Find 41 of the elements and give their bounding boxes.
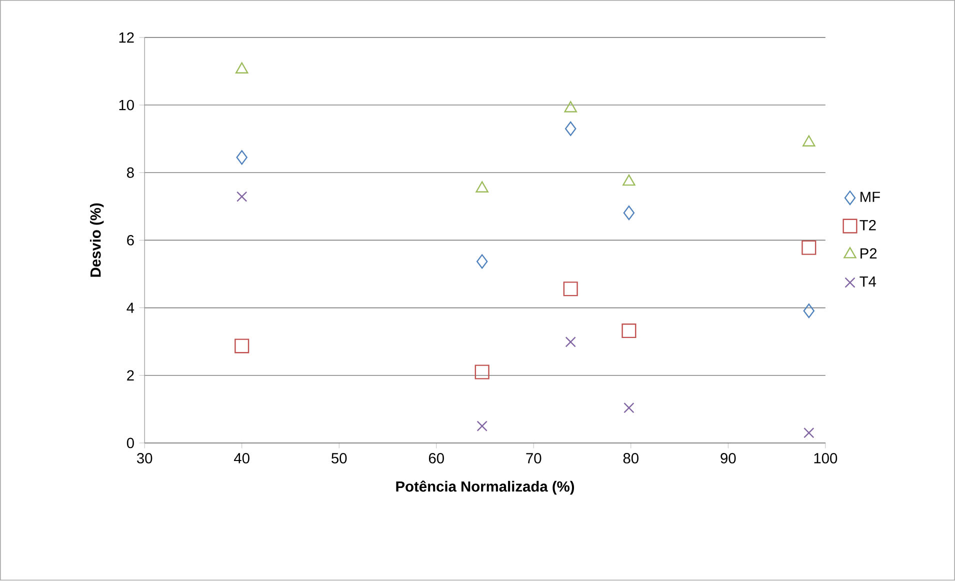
point	[622, 324, 636, 338]
y-tick-label: 2	[127, 370, 134, 381]
legend-label: MF	[860, 192, 880, 202]
point	[623, 206, 635, 220]
y-tick-label: 10	[119, 100, 134, 110]
point	[234, 338, 250, 354]
point	[622, 174, 636, 186]
y-axis-title: Desvio (%)	[90, 204, 104, 277]
x-tick-label: 40	[234, 453, 250, 464]
legend-label: P2	[860, 248, 877, 259]
point	[476, 181, 488, 193]
point	[804, 428, 814, 438]
y-tick-label: 6	[127, 235, 134, 246]
point	[563, 282, 578, 296]
point	[803, 304, 815, 318]
legend-label: T4	[860, 276, 876, 287]
x-tick-label: 50	[332, 453, 347, 464]
point	[474, 364, 490, 380]
y-tick-label: 0	[126, 438, 134, 448]
legend-label: T2	[860, 220, 876, 230]
x-tick-label: 100	[814, 453, 838, 464]
point	[564, 122, 576, 136]
point	[802, 240, 816, 256]
y-tick-label: 8	[126, 168, 134, 178]
point	[476, 254, 488, 270]
point	[624, 402, 634, 414]
point	[235, 62, 248, 74]
point	[236, 150, 248, 165]
x-tick-label: 80	[623, 453, 638, 464]
point	[476, 420, 488, 432]
point	[236, 192, 248, 202]
y-tick-label: 12	[119, 32, 134, 43]
x-tick-label: 90	[720, 453, 736, 464]
x-tick-label: 30	[136, 453, 152, 464]
x-axis-title: Potência Normalizada (%)	[396, 480, 574, 495]
x-tick-label: 60	[428, 453, 444, 464]
x-tick-label: 70	[526, 453, 542, 464]
y-tick-label: 4	[126, 302, 134, 314]
point	[565, 336, 576, 348]
point	[564, 101, 577, 113]
point	[802, 136, 816, 147]
